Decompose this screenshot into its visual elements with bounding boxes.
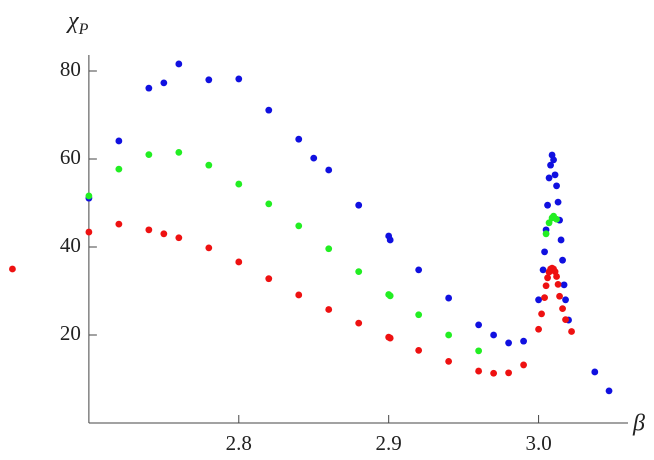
x-tick-label: 2.9 — [376, 431, 402, 455]
point — [562, 296, 569, 304]
point — [554, 281, 562, 288]
point — [538, 310, 545, 318]
point — [415, 311, 423, 319]
point — [145, 84, 153, 92]
point — [9, 265, 16, 273]
point — [445, 358, 453, 365]
y-tick-label: 80 — [60, 57, 81, 81]
point — [295, 291, 303, 299]
point — [556, 292, 563, 300]
point — [386, 334, 394, 342]
point — [562, 316, 569, 323]
point — [544, 274, 551, 282]
point — [520, 361, 527, 369]
point — [560, 281, 568, 289]
point — [505, 369, 513, 377]
y-axis-label: χP — [66, 8, 89, 38]
point — [325, 245, 333, 253]
point — [520, 337, 527, 345]
point — [553, 215, 560, 223]
point — [235, 180, 243, 188]
point — [355, 319, 363, 327]
point — [550, 156, 557, 164]
point — [547, 161, 554, 169]
point — [160, 79, 168, 87]
point — [265, 200, 273, 208]
point — [265, 106, 273, 114]
point — [591, 368, 599, 376]
point — [175, 149, 183, 156]
point — [386, 236, 394, 244]
y-tick-label: 40 — [60, 233, 81, 257]
point — [415, 266, 423, 274]
point — [235, 75, 243, 83]
point — [205, 76, 213, 84]
point — [265, 275, 273, 283]
point — [115, 220, 123, 228]
point — [535, 296, 542, 304]
point — [325, 306, 333, 313]
point — [445, 294, 453, 302]
point — [535, 325, 542, 333]
point — [115, 165, 123, 173]
point — [85, 228, 93, 236]
point — [355, 268, 363, 276]
point — [475, 321, 483, 329]
point — [542, 230, 550, 238]
point — [605, 387, 613, 395]
x-axis-label: β — [632, 411, 645, 437]
point — [475, 347, 483, 355]
point — [542, 282, 550, 290]
y-tick-label: 60 — [60, 145, 81, 169]
y-label-main: χ — [66, 8, 80, 34]
point — [544, 201, 551, 209]
point — [175, 60, 183, 68]
x-tick-label: 2.8 — [226, 431, 252, 455]
point — [539, 266, 547, 274]
point — [85, 192, 93, 200]
point — [554, 198, 562, 206]
point — [415, 347, 423, 354]
y-label-subscript: P — [78, 21, 89, 38]
point — [160, 230, 168, 238]
point — [205, 161, 213, 169]
point — [490, 331, 498, 339]
point — [145, 151, 153, 159]
point — [545, 174, 553, 182]
x-tick-label: 3.0 — [525, 431, 551, 455]
point — [553, 273, 560, 280]
point — [295, 222, 303, 230]
point — [235, 258, 243, 266]
point — [145, 226, 153, 234]
point — [559, 305, 566, 312]
point — [490, 369, 498, 377]
point — [445, 331, 453, 339]
point — [551, 171, 559, 179]
point — [295, 135, 303, 143]
point — [175, 234, 183, 242]
point — [559, 256, 566, 264]
point — [205, 244, 213, 252]
point — [541, 248, 548, 256]
point — [386, 292, 394, 300]
point — [115, 137, 123, 145]
point — [475, 367, 483, 375]
point — [310, 154, 318, 162]
point — [557, 236, 565, 244]
point — [505, 339, 513, 347]
point — [568, 328, 575, 335]
y-tick-label: 20 — [60, 321, 81, 345]
point — [325, 166, 333, 174]
point — [553, 182, 560, 190]
point — [541, 294, 548, 301]
point — [355, 201, 363, 209]
